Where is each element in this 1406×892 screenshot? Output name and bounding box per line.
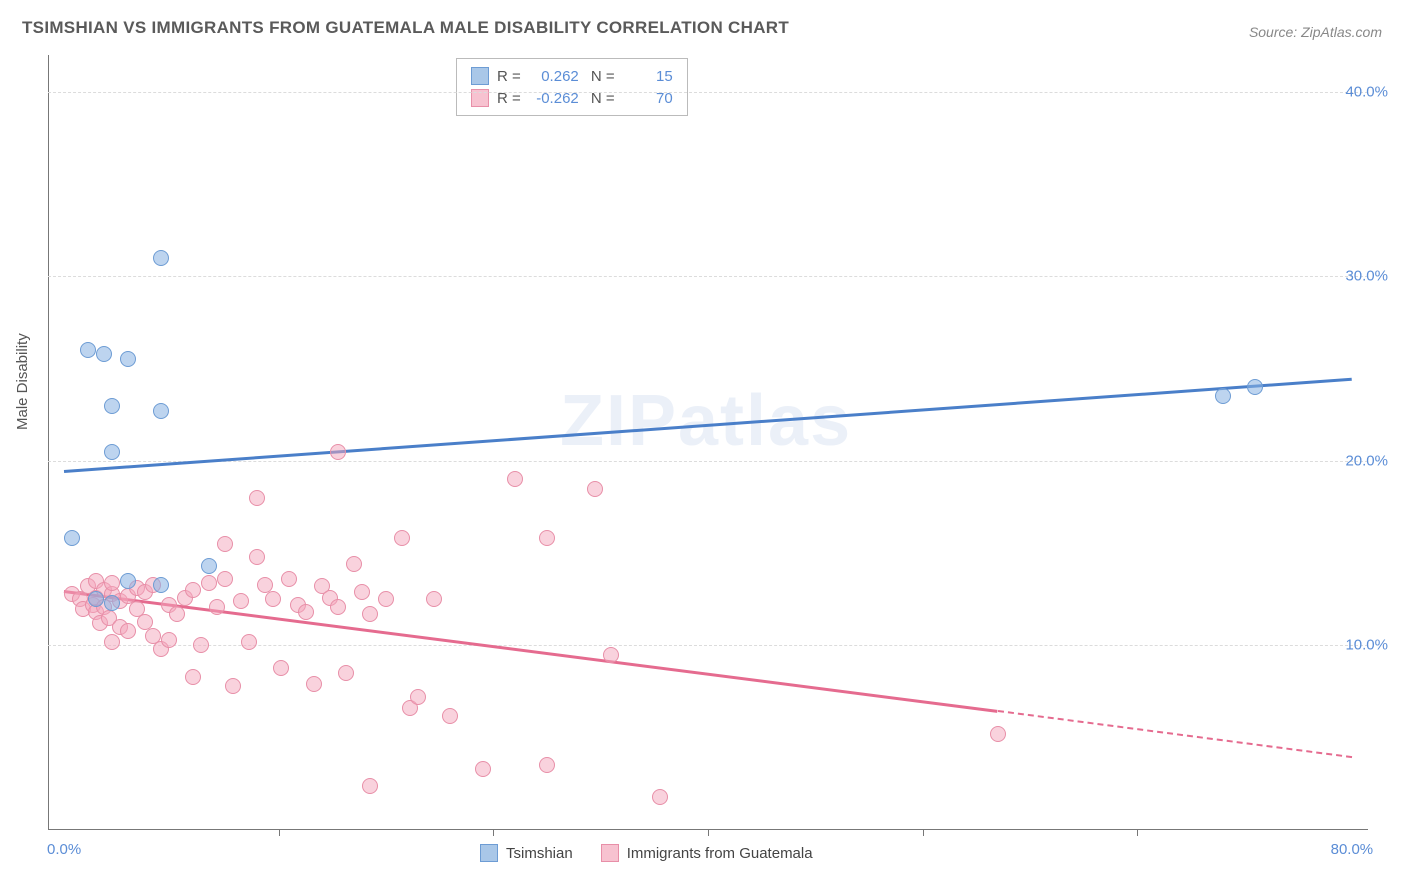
r-label: R =: [497, 68, 521, 85]
data-point: [104, 595, 120, 611]
x-tick-mark: [708, 830, 709, 836]
gridline-h: [48, 276, 1368, 277]
y-tick-label: 10.0%: [1345, 637, 1388, 654]
data-point: [507, 471, 523, 487]
stats-row-2: R = -0.262 N = 70: [471, 87, 673, 109]
data-point: [362, 778, 378, 794]
x-tick-mark: [1137, 830, 1138, 836]
data-point: [153, 403, 169, 419]
data-point: [539, 530, 555, 546]
r-value-1: 0.262: [529, 68, 579, 85]
x-tick-label: 80.0%: [1331, 841, 1374, 858]
x-tick-mark: [493, 830, 494, 836]
data-point: [137, 614, 153, 630]
y-tick-label: 30.0%: [1345, 268, 1388, 285]
data-point: [249, 549, 265, 565]
stats-row-1: R = 0.262 N = 15: [471, 65, 673, 87]
data-point: [225, 678, 241, 694]
data-point: [281, 571, 297, 587]
data-point: [104, 634, 120, 650]
data-point: [104, 575, 120, 591]
data-point: [354, 584, 370, 600]
plot-area: [48, 55, 1368, 830]
data-point: [120, 623, 136, 639]
data-point: [475, 761, 491, 777]
data-point: [217, 536, 233, 552]
data-point: [249, 490, 265, 506]
data-point: [330, 444, 346, 460]
data-point: [185, 582, 201, 598]
data-point: [120, 351, 136, 367]
gridline-h: [48, 461, 1368, 462]
data-point: [362, 606, 378, 622]
data-point: [539, 757, 555, 773]
y-tick-label: 20.0%: [1345, 452, 1388, 469]
data-point: [442, 708, 458, 724]
data-point: [257, 577, 273, 593]
data-point: [394, 530, 410, 546]
correlation-chart: TSIMSHIAN VS IMMIGRANTS FROM GUATEMALA M…: [0, 0, 1406, 892]
data-point: [104, 398, 120, 414]
chart-title: TSIMSHIAN VS IMMIGRANTS FROM GUATEMALA M…: [22, 18, 789, 38]
data-point: [201, 558, 217, 574]
n-value-1: 15: [623, 68, 673, 85]
swatch-series-1: [471, 67, 489, 85]
data-point: [265, 591, 281, 607]
data-point: [201, 575, 217, 591]
series-name-2: Immigrants from Guatemala: [627, 845, 813, 862]
data-point: [378, 591, 394, 607]
data-point: [410, 689, 426, 705]
data-point: [298, 604, 314, 620]
legend-item-1: Tsimshian: [480, 844, 573, 862]
data-point: [193, 637, 209, 653]
data-point: [338, 665, 354, 681]
n-label: N =: [587, 68, 615, 85]
data-point: [120, 573, 136, 589]
series-name-1: Tsimshian: [506, 845, 573, 862]
data-point: [185, 669, 201, 685]
data-point: [587, 481, 603, 497]
x-tick-mark: [923, 830, 924, 836]
data-point: [330, 599, 346, 615]
source-attribution: Source: ZipAtlas.com: [1249, 24, 1382, 40]
data-point: [1247, 379, 1263, 395]
stats-legend: R = 0.262 N = 15 R = -0.262 N = 70: [456, 58, 688, 116]
series-legend: Tsimshian Immigrants from Guatemala: [480, 844, 813, 862]
gridline-h: [48, 92, 1368, 93]
data-point: [169, 606, 185, 622]
data-point: [104, 444, 120, 460]
data-point: [209, 599, 225, 615]
data-point: [306, 676, 322, 692]
data-point: [153, 250, 169, 266]
data-point: [88, 591, 104, 607]
data-point: [161, 632, 177, 648]
data-point: [233, 593, 249, 609]
data-point: [153, 577, 169, 593]
data-point: [217, 571, 233, 587]
data-point: [1215, 388, 1231, 404]
data-point: [346, 556, 362, 572]
y-tick-label: 40.0%: [1345, 83, 1388, 100]
x-tick-label: 0.0%: [47, 841, 81, 858]
data-point: [603, 647, 619, 663]
data-point: [96, 346, 112, 362]
data-point: [241, 634, 257, 650]
data-point: [426, 591, 442, 607]
x-tick-mark: [279, 830, 280, 836]
data-point: [652, 789, 668, 805]
data-point: [80, 342, 96, 358]
data-point: [990, 726, 1006, 742]
y-axis-label: Male Disability: [14, 333, 31, 430]
legend-item-2: Immigrants from Guatemala: [601, 844, 813, 862]
data-point: [64, 530, 80, 546]
data-point: [273, 660, 289, 676]
swatch-series-2-b: [601, 844, 619, 862]
swatch-series-1-b: [480, 844, 498, 862]
